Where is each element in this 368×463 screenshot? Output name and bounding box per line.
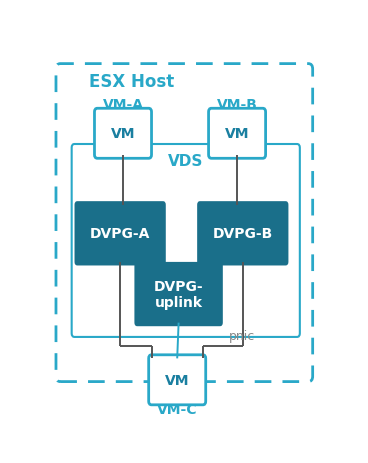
Text: VM-C: VM-C xyxy=(157,402,198,416)
Text: VDS: VDS xyxy=(168,153,204,168)
Text: DVPG-
uplink: DVPG- uplink xyxy=(154,279,204,309)
FancyBboxPatch shape xyxy=(95,109,152,159)
Text: DVPG-A: DVPG-A xyxy=(90,227,151,241)
FancyBboxPatch shape xyxy=(209,109,266,159)
Text: ESX Host: ESX Host xyxy=(89,73,174,91)
Text: VM: VM xyxy=(111,127,135,141)
Text: VM-B: VM-B xyxy=(217,98,258,112)
Text: VM: VM xyxy=(225,127,250,141)
Text: VM: VM xyxy=(165,373,190,387)
Text: VM-A: VM-A xyxy=(103,98,144,112)
Text: DVPG-B: DVPG-B xyxy=(213,227,273,241)
FancyBboxPatch shape xyxy=(134,263,223,326)
FancyBboxPatch shape xyxy=(149,355,206,405)
FancyBboxPatch shape xyxy=(197,202,289,266)
Text: pnic: pnic xyxy=(229,330,255,343)
FancyBboxPatch shape xyxy=(74,202,166,266)
